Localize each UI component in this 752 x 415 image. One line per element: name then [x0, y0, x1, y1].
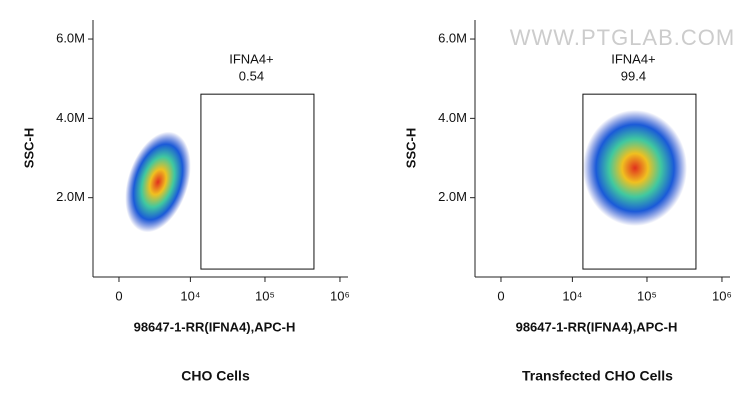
chart-title: Transfected CHO Cells — [522, 368, 673, 384]
x-tick-label: 10⁴ — [180, 288, 200, 303]
gate — [582, 93, 697, 270]
y-axis-label: SSC-H — [403, 128, 418, 168]
y-tick-label: 6.0M — [438, 30, 467, 45]
x-tick-label: 10⁶ — [712, 288, 732, 303]
density-cloud — [583, 110, 687, 226]
x-axis-label: 98647-1-RR(IFNA4),APC-H — [134, 319, 296, 334]
gate — [200, 93, 315, 270]
x-tick-label: 10⁴ — [562, 288, 582, 303]
density-cloud — [125, 131, 191, 233]
watermark: WWW.PTGLAB.COM — [510, 25, 735, 50]
x-axis-label: 98647-1-RR(IFNA4),APC-H — [516, 319, 678, 334]
y-tick-label: 2.0M — [438, 189, 467, 204]
x-tick-label: 0 — [115, 288, 122, 303]
gate-name: IFNA4+ — [229, 52, 273, 67]
gate-value: 99.4 — [621, 69, 646, 84]
x-tick-label: 10⁵ — [255, 288, 275, 303]
y-tick-label: 4.0M — [56, 110, 85, 125]
y-axis-label: SSC-H — [21, 128, 36, 168]
y-tick-label: 4.0M — [438, 110, 467, 125]
x-tick-label: 10⁶ — [330, 288, 350, 303]
x-tick-label: 0 — [497, 288, 504, 303]
y-tick-label: 2.0M — [56, 189, 85, 204]
y-tick-label: 6.0M — [56, 30, 85, 45]
gate-value: 0.54 — [239, 69, 264, 84]
gate-name: IFNA4+ — [611, 52, 655, 67]
chart-title: CHO Cells — [181, 368, 250, 384]
x-tick-label: 10⁵ — [637, 288, 657, 303]
